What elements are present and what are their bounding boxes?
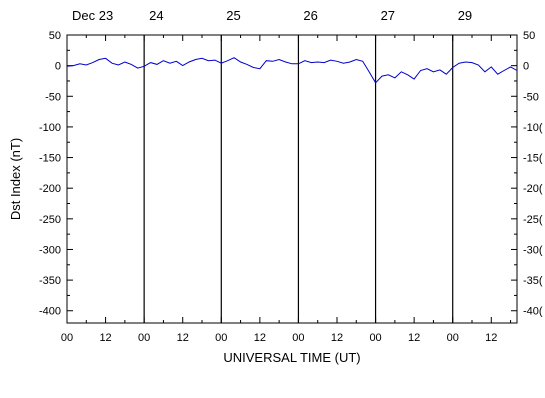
- day-label: 26: [303, 8, 317, 23]
- y-tick-label-right: -10(: [523, 122, 543, 134]
- x-tick-labels: 00 12 00 12 00 12 00 12 00 12 00 12: [61, 332, 498, 344]
- day-label: 25: [226, 8, 240, 23]
- y-tick-labels-right: 50 0 -50 -10( -15( -20( -25( -30( -35( -40(: [523, 30, 543, 318]
- y-tick-label: -400: [39, 306, 61, 318]
- dst-series-line: [66, 57, 518, 84]
- day-label: 29: [458, 8, 472, 23]
- x-tick-label: 00: [292, 332, 304, 344]
- y-tick-label-right: -35(: [523, 275, 543, 287]
- x-tick-label: 12: [408, 332, 420, 344]
- y-tick-label: -150: [39, 153, 61, 165]
- y-axis-ticks: [67, 34, 517, 312]
- day-label: 27: [381, 8, 395, 23]
- plot-frame: [66, 34, 518, 324]
- x-tick-label: 00: [215, 332, 227, 344]
- y-tick-label-right: -30(: [523, 244, 543, 256]
- y-tick-label-right: -40(: [523, 306, 543, 318]
- y-tick-label: -250: [39, 214, 61, 226]
- x-tick-label: 00: [447, 332, 459, 344]
- day-label: Dec 23: [72, 8, 113, 23]
- x-tick-label: 00: [369, 332, 381, 344]
- y-tick-label: -50: [45, 91, 61, 103]
- x-axis-title: UNIVERSAL TIME (UT): [223, 350, 360, 365]
- x-axis-ticks: [66, 35, 512, 323]
- y-tick-label-right: 50: [523, 30, 535, 42]
- y-tick-labels-left: 50 0 -50 -100 -150 -200 -250 -300 -350 -400: [39, 30, 61, 318]
- series-group: [66, 57, 518, 84]
- y-tick-label: -350: [39, 275, 61, 287]
- y-tick-label: -200: [39, 183, 61, 195]
- day-boundary-lines: [143, 35, 454, 323]
- y-tick-label-right: -50: [523, 91, 539, 103]
- x-tick-label: 12: [331, 332, 343, 344]
- y-tick-label-right: -25(: [523, 214, 543, 226]
- x-tick-label: 12: [99, 332, 111, 344]
- day-labels: Dec 23 24 25 26 27 29: [72, 8, 472, 23]
- y-tick-label-right: 0: [523, 61, 529, 73]
- y-axis-title: Dst Index (nT): [8, 138, 23, 220]
- x-tick-label: 00: [138, 332, 150, 344]
- x-tick-label: 12: [485, 332, 497, 344]
- plot-border: [66, 34, 518, 324]
- day-label: 24: [149, 8, 163, 23]
- y-tick-label: 50: [49, 30, 61, 42]
- x-tick-label: 12: [254, 332, 266, 344]
- x-tick-label: 12: [177, 332, 189, 344]
- x-tick-label: 00: [61, 332, 73, 344]
- y-tick-label: 0: [55, 61, 61, 73]
- y-tick-label: -300: [39, 244, 61, 256]
- y-tick-label-right: -15(: [523, 153, 543, 165]
- y-tick-label: -100: [39, 122, 61, 134]
- y-tick-label-right: -20(: [523, 183, 543, 195]
